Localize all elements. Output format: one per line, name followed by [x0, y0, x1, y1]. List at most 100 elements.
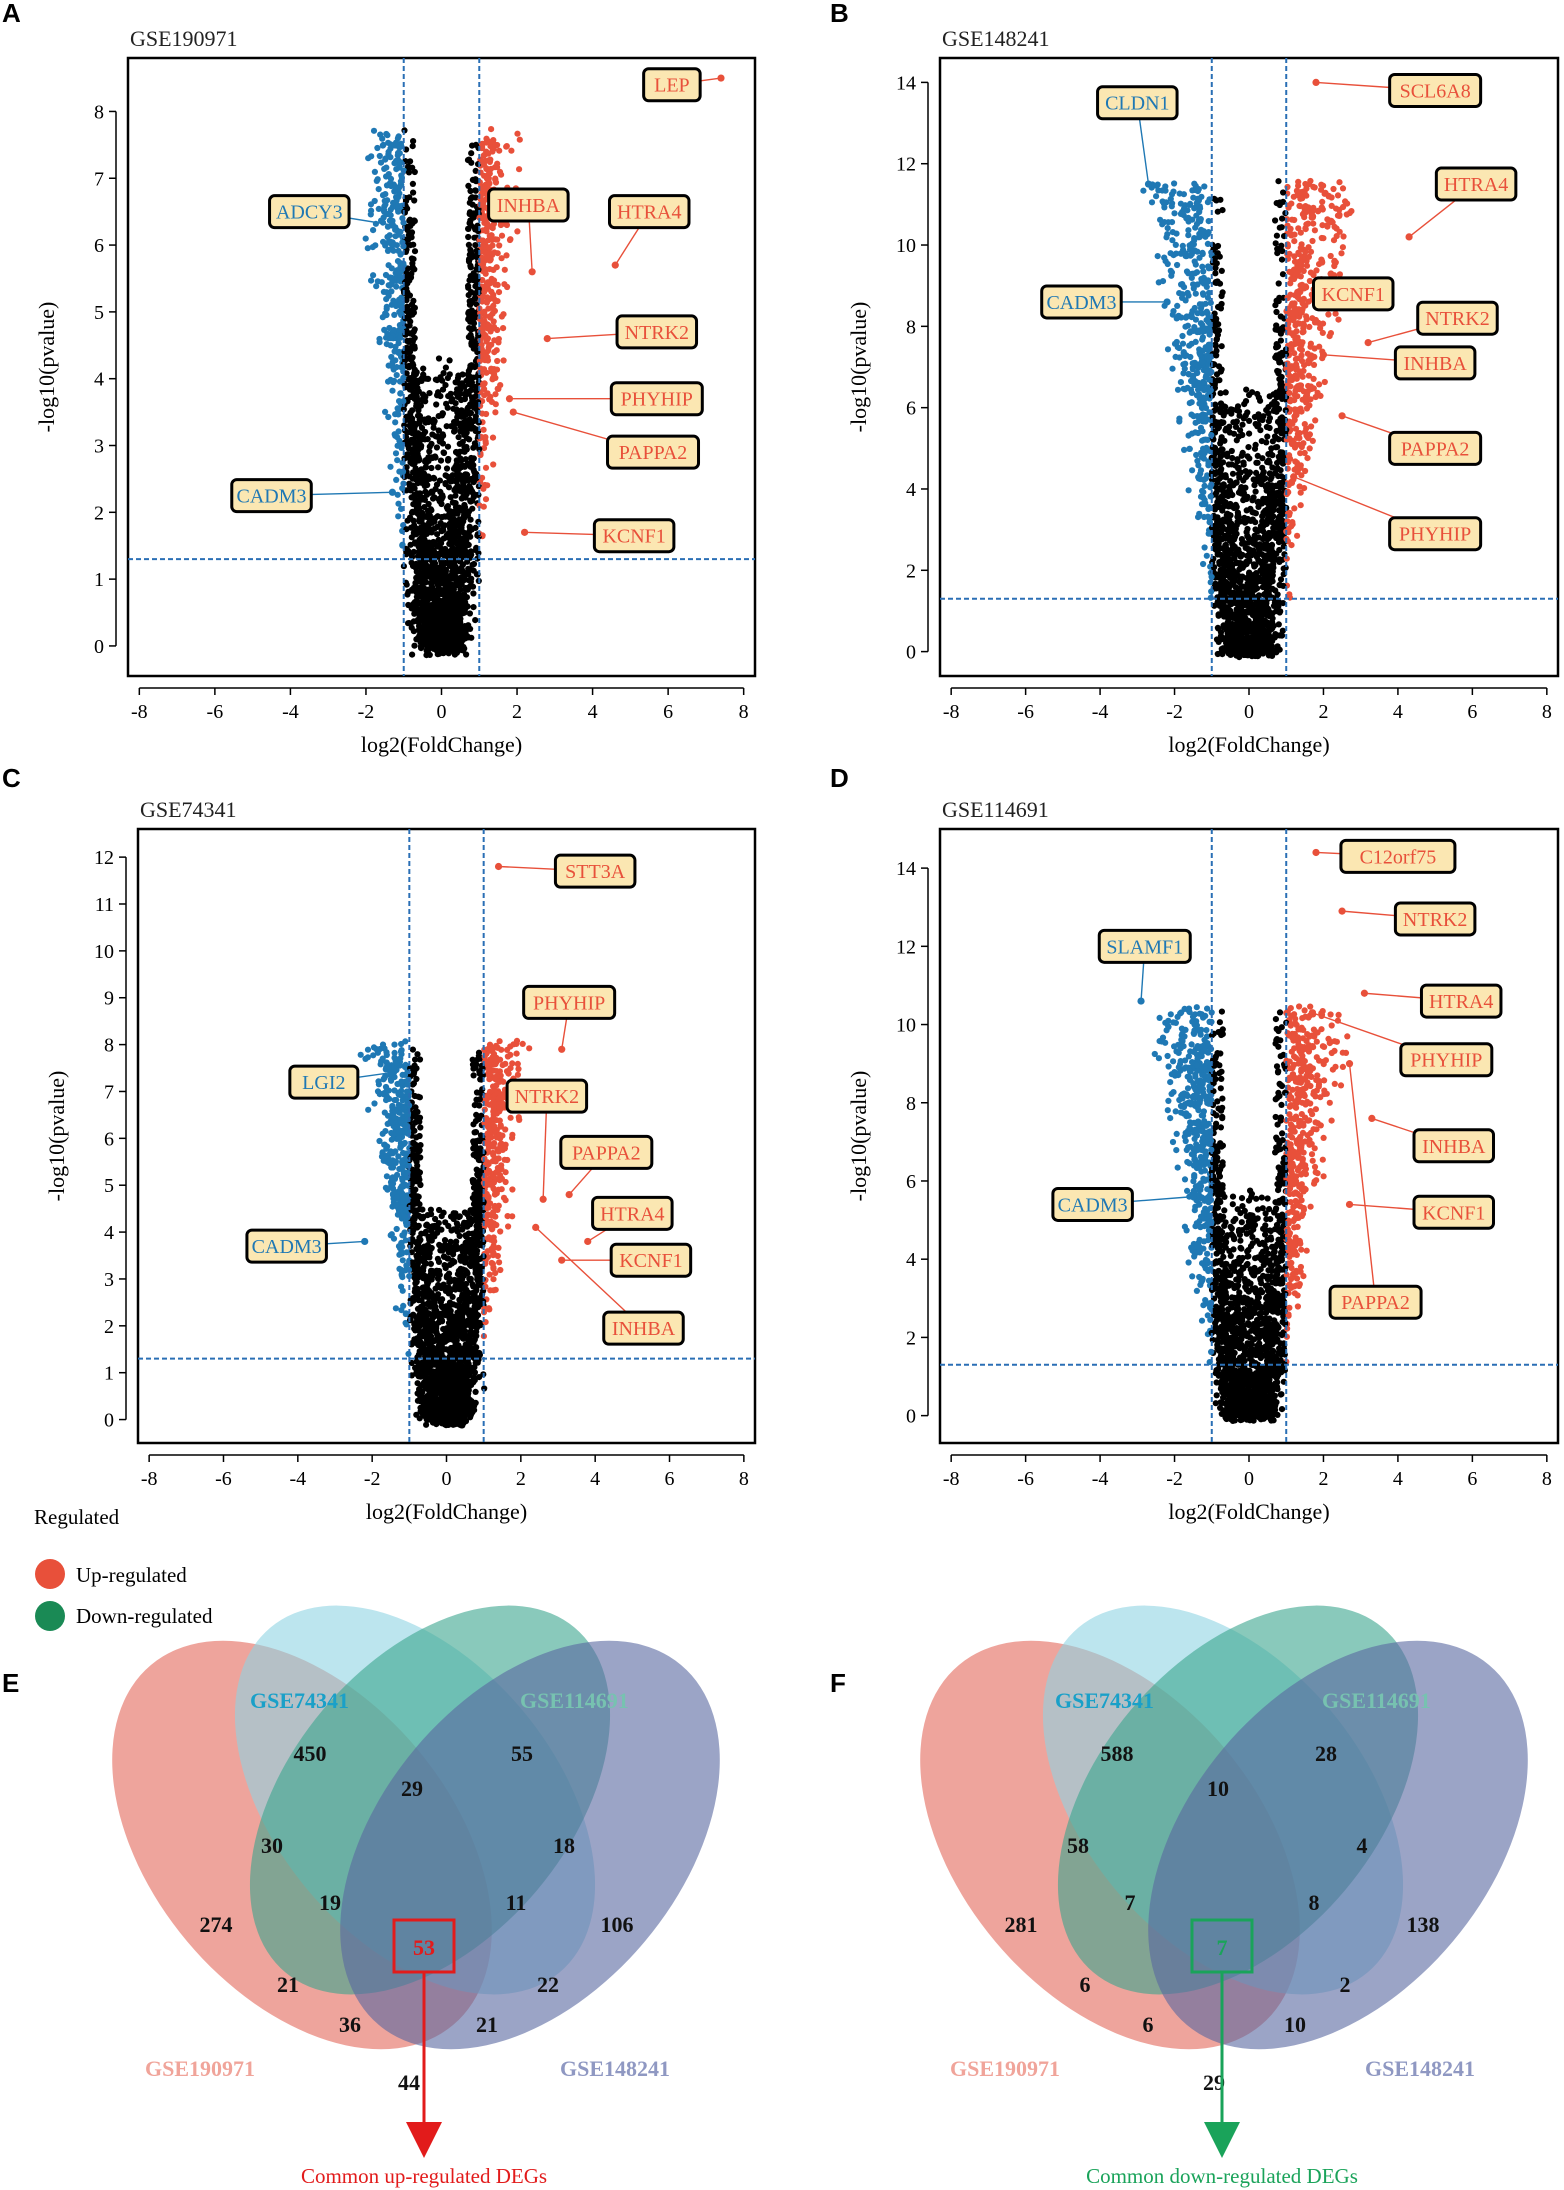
data-point	[477, 201, 484, 208]
data-point	[413, 605, 420, 612]
data-point	[448, 536, 456, 543]
data-point	[1296, 483, 1303, 490]
data-point	[516, 166, 523, 173]
data-point	[405, 620, 412, 627]
data-point	[387, 463, 394, 470]
data-point	[500, 325, 507, 332]
data-point	[1246, 391, 1253, 399]
data-point	[493, 347, 500, 354]
data-point	[385, 246, 392, 253]
data-point	[447, 494, 454, 501]
data-point	[1299, 339, 1306, 346]
data-point	[390, 247, 397, 254]
data-point	[440, 589, 447, 596]
data-point	[407, 242, 414, 249]
data-point	[1169, 200, 1176, 207]
data-point	[1327, 330, 1334, 337]
data-point	[1287, 398, 1294, 405]
data-point	[1288, 542, 1295, 549]
data-point	[412, 473, 419, 480]
y-tick-label: 6	[94, 235, 104, 257]
data-point	[1193, 212, 1200, 219]
data-point	[462, 471, 469, 478]
gene-label-text: KCNF1	[602, 526, 665, 548]
gene-label-kcnf1: KCNF1	[520, 518, 676, 554]
data-point	[1185, 487, 1192, 494]
data-point	[387, 145, 394, 152]
data-point	[467, 497, 474, 504]
data-point	[410, 517, 417, 524]
data-point	[1191, 205, 1198, 212]
data-point	[393, 195, 401, 202]
data-point	[426, 651, 433, 659]
data-point	[428, 543, 435, 550]
data-point	[1220, 610, 1227, 617]
data-point	[1213, 352, 1220, 359]
data-point	[428, 464, 435, 472]
data-point	[1277, 576, 1285, 583]
data-point	[371, 168, 378, 175]
data-point	[494, 236, 501, 243]
data-point	[1194, 188, 1201, 195]
data-point	[446, 590, 453, 597]
data-point	[1234, 513, 1241, 520]
data-point	[1201, 544, 1208, 551]
data-point	[369, 244, 376, 251]
panel-letter-d: D	[830, 763, 849, 793]
data-point	[1279, 507, 1286, 514]
data-point	[482, 496, 490, 503]
data-point	[1292, 322, 1299, 329]
data-point	[472, 341, 479, 348]
volcano-plot-b: GSE148241-8 -6 -4 -2 0 2 4 6 8log2(FoldChange)02…	[846, 26, 1560, 757]
data-point	[370, 227, 377, 234]
data-point	[1215, 625, 1222, 632]
data-point	[434, 599, 441, 607]
data-point	[1179, 332, 1186, 340]
data-point	[389, 387, 396, 394]
data-point	[1297, 195, 1304, 202]
x-tick-label: -6	[207, 701, 224, 723]
data-point	[467, 187, 474, 195]
data-point	[1237, 427, 1244, 434]
data-point	[1226, 550, 1233, 557]
data-point	[1217, 390, 1224, 397]
data-point	[429, 644, 436, 651]
data-point	[383, 303, 390, 310]
data-point	[428, 621, 435, 628]
data-point	[1268, 569, 1275, 576]
data-point	[1202, 404, 1210, 412]
data-point	[1295, 250, 1302, 258]
data-point	[1260, 575, 1267, 583]
data-point	[481, 366, 488, 373]
data-point	[446, 638, 453, 645]
data-point	[495, 289, 503, 296]
data-point	[469, 561, 476, 568]
data-point	[465, 292, 472, 299]
data-point	[382, 156, 389, 163]
data-point	[376, 335, 383, 343]
data-point	[1303, 262, 1311, 269]
data-point	[480, 426, 487, 433]
volcano-plot-a: GSE190971-8 -6 -4 -2 0 2 4 6 8log2(FoldChange)01…	[34, 26, 757, 757]
data-point	[1301, 285, 1308, 292]
data-point	[1229, 491, 1236, 499]
data-point	[409, 143, 416, 150]
data-point	[408, 552, 415, 559]
data-point	[444, 595, 451, 603]
data-point	[434, 543, 441, 550]
data-point	[480, 380, 487, 388]
data-point	[411, 218, 418, 225]
data-point	[1303, 425, 1310, 432]
data-point	[373, 177, 380, 184]
data-point	[382, 408, 389, 415]
gene-label-text: PAPPA2	[619, 442, 688, 464]
data-point	[462, 456, 469, 463]
data-point	[485, 244, 492, 251]
data-point	[422, 463, 429, 470]
data-point	[434, 574, 441, 581]
data-point	[472, 167, 479, 174]
gene-label-inhba: INHBA	[487, 187, 570, 276]
data-point	[395, 500, 402, 507]
data-point	[1307, 269, 1314, 276]
